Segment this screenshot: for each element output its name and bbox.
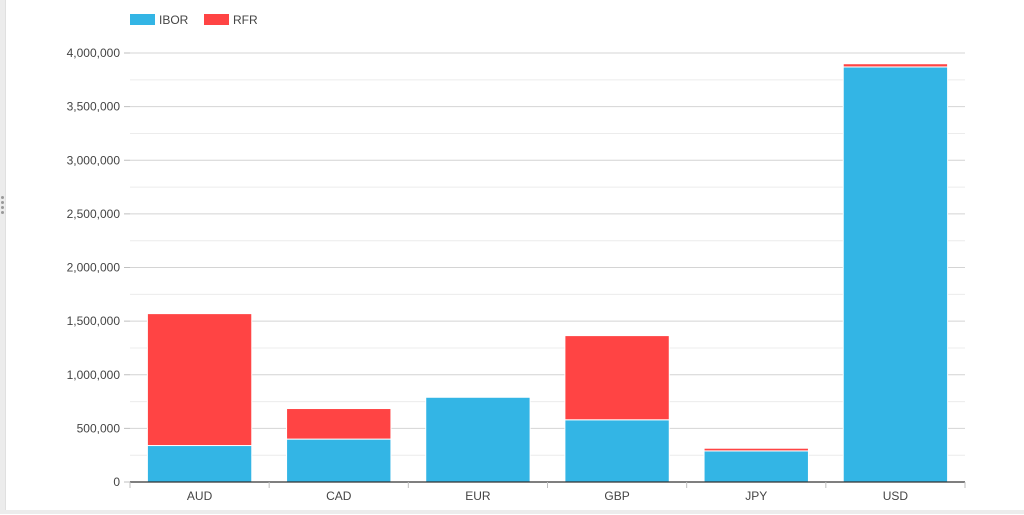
x-tick-label: EUR bbox=[465, 489, 491, 503]
x-tick-label: AUD bbox=[187, 489, 213, 503]
x-tick-label: JPY bbox=[745, 489, 767, 503]
y-axis-ticks: 0 500,000 1,000,000 1,500,000 2,000,000 2,500… bbox=[67, 46, 130, 489]
bar-ibor-gbp[interactable] bbox=[564, 419, 670, 483]
bar-ibor-jpy[interactable] bbox=[703, 450, 809, 483]
bars bbox=[146, 63, 949, 483]
x-axis: AUD CAD EUR GBP JPY USD bbox=[129, 481, 966, 503]
bar-rfr-gbp[interactable] bbox=[564, 335, 670, 421]
legend-swatch-ibor bbox=[130, 14, 155, 25]
bar-rfr-usd[interactable] bbox=[842, 63, 949, 68]
bar-ibor-usd[interactable] bbox=[842, 66, 949, 483]
bar-rfr-cad[interactable] bbox=[286, 408, 392, 440]
y-tick-label: 3,000,000 bbox=[67, 153, 121, 167]
legend-item-rfr[interactable]: RFR bbox=[204, 13, 258, 27]
legend-item-ibor[interactable]: IBOR bbox=[130, 13, 189, 27]
y-tick-label: 0 bbox=[113, 475, 120, 489]
x-tick-label: GBP bbox=[604, 489, 629, 503]
chart-legend[interactable]: IBOR RFR bbox=[130, 13, 258, 27]
legend-swatch-rfr bbox=[204, 14, 229, 25]
legend-label-ibor: IBOR bbox=[159, 13, 189, 27]
x-tick-label: CAD bbox=[326, 489, 352, 503]
y-tick-label: 3,500,000 bbox=[67, 100, 121, 114]
bar-ibor-eur[interactable] bbox=[425, 396, 531, 483]
bottom-panel-edge bbox=[0, 510, 1024, 514]
y-tick-label: 500,000 bbox=[77, 421, 121, 435]
y-tick-label: 2,500,000 bbox=[67, 207, 121, 221]
left-panel-edge bbox=[0, 0, 6, 510]
x-tick-label: USD bbox=[883, 489, 909, 503]
resize-grip-icon[interactable] bbox=[0, 196, 5, 220]
y-tick-label: 2,000,000 bbox=[67, 261, 121, 275]
gridlines bbox=[130, 52, 965, 456]
y-tick-label: 4,000,000 bbox=[67, 46, 121, 60]
y-tick-label: 1,000,000 bbox=[67, 368, 121, 382]
bar-rfr-aud[interactable] bbox=[146, 313, 253, 447]
legend-label-rfr: RFR bbox=[233, 13, 258, 27]
y-tick-label: 1,500,000 bbox=[67, 314, 121, 328]
bar-ibor-cad[interactable] bbox=[286, 438, 392, 483]
bar-rfr-jpy[interactable] bbox=[703, 447, 809, 452]
bar-ibor-aud[interactable] bbox=[146, 445, 253, 483]
